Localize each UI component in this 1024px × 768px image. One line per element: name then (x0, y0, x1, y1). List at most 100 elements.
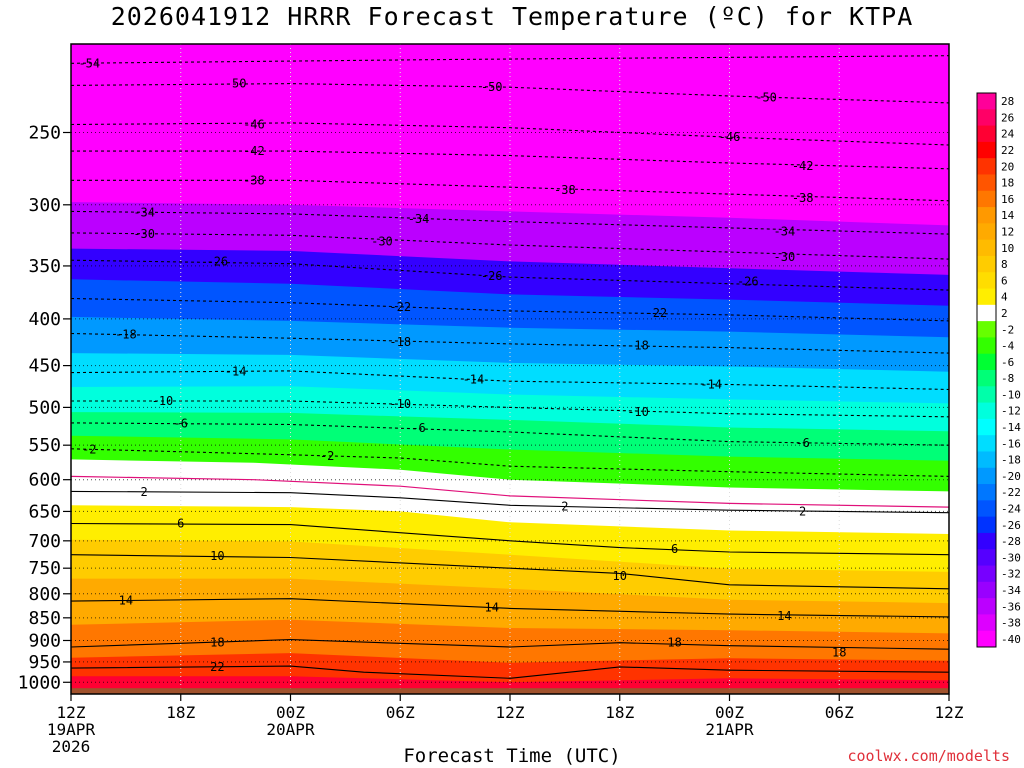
colorbar-cell (977, 141, 996, 159)
contour-label: -14 (700, 378, 722, 392)
colorbar-cell (977, 581, 996, 599)
contour-label: -14 (463, 372, 485, 386)
colorbar-label: -16 (1001, 437, 1021, 450)
x-tick-label: 18Z (166, 703, 195, 722)
colorbar-cell (977, 93, 996, 110)
contour-line (71, 665, 949, 679)
contour-line (71, 179, 949, 202)
colorbar-label: 16 (1001, 193, 1014, 206)
contour-line (71, 297, 949, 322)
colorbar-label: 4 (1001, 291, 1008, 304)
colorbar-cell (977, 239, 996, 257)
contour-label: -46 (243, 117, 265, 131)
colorbar-label: 20 (1001, 160, 1014, 173)
colorbar-label: 18 (1001, 177, 1014, 190)
contour-line (71, 83, 949, 104)
colorbar-cell (977, 174, 996, 192)
contour-label: 18 (832, 646, 846, 660)
colorbar-label: 24 (1001, 128, 1015, 141)
colorbar-frame (976, 92, 997, 648)
colorbar: 28 26 24 22 20 18 16 14 12 10 8 6 4 2 -2 -4 -6 -8 -10 -12 -1… (976, 92, 1021, 648)
y-tick-label: 350 (28, 256, 61, 277)
y-tick-label: 400 (28, 309, 61, 330)
contour-label: -18 (627, 339, 649, 353)
colorbar-cell (977, 370, 996, 387)
x-axis-label: Forecast Time (UTC) (403, 745, 621, 767)
contour-label: 2 (141, 485, 148, 499)
y-axis: 2503003504004505005506006507007508008509… (18, 122, 71, 693)
colorbar-label: 10 (1001, 242, 1014, 255)
colorbar-cell (977, 255, 996, 273)
colorbar-label: -38 (1001, 617, 1021, 630)
x-tick-line: 06Z (386, 703, 415, 722)
colorbar-label: -34 (1001, 584, 1021, 597)
colorbar-label: 8 (1001, 258, 1008, 271)
contour-label: -10 (152, 394, 174, 408)
contour-label: -30 (774, 250, 796, 264)
y-tick-label: 950 (28, 652, 61, 673)
colorbar-label: -8 (1001, 372, 1014, 385)
colorbar-cell (977, 223, 996, 241)
contour-label: 14 (777, 609, 791, 623)
contour-label: -18 (115, 327, 137, 341)
colorbar-cell (977, 125, 996, 143)
y-tick-label: 600 (28, 470, 61, 491)
colorbar-label: 22 (1001, 144, 1014, 157)
colorbar-label: 28 (1001, 95, 1014, 108)
colorbar-cell (977, 109, 996, 127)
contour-label: 6 (177, 516, 184, 530)
contour-line (71, 639, 949, 650)
contour-label: -14 (225, 365, 247, 379)
x-tick-line: 18Z (166, 703, 195, 722)
y-tick-label: 800 (28, 584, 61, 605)
colorbar-cell (977, 549, 996, 567)
y-tick-label: 700 (28, 531, 61, 552)
colorbar-label: 14 (1001, 209, 1015, 222)
contour-label: -50 (481, 80, 503, 94)
colorbar-cell (977, 272, 996, 290)
x-tick-line: 12Z (935, 703, 964, 722)
colorbar-cell (977, 321, 996, 338)
contour-label: 6 (671, 542, 678, 556)
contour-label: 14 (119, 594, 133, 608)
contour-line (71, 400, 949, 418)
contour-label: -26 (737, 274, 759, 288)
contour-label: -2 (320, 449, 334, 463)
x-tick-line: 20APR (266, 720, 315, 739)
x-tick-label: 12Z (935, 703, 964, 722)
contour-label: -54 (78, 56, 100, 70)
colorbar-cell (977, 190, 996, 208)
colorbar-label: -4 (1001, 340, 1015, 353)
colorbar-cell (977, 158, 996, 175)
colorbar-label: -40 (1001, 633, 1021, 646)
x-tick-line: 21APR (705, 720, 754, 739)
contour-label: -22 (389, 300, 411, 314)
x-tick-line: 00Z (715, 703, 744, 722)
contour-line (71, 422, 949, 446)
colorbar-label: -12 (1001, 405, 1021, 418)
contour-line (71, 259, 949, 291)
colorbar-label: -26 (1001, 519, 1021, 532)
colorbar-cell (977, 532, 996, 550)
x-tick-label: 00Z 21APR (705, 703, 754, 739)
contour-label: -30 (133, 227, 155, 241)
contour-label: -38 (792, 191, 814, 205)
contour-label: 10 (210, 549, 224, 563)
contour-line (71, 522, 949, 556)
credit-link[interactable]: coolwx.com/modelts (847, 747, 1010, 765)
contour-label: -22 (645, 306, 667, 320)
contour-line (71, 122, 949, 146)
colorbar-cell (977, 288, 996, 306)
colorbar-label: 6 (1001, 274, 1008, 287)
colorbar-cell (977, 500, 996, 518)
contour-label: 22 (210, 660, 224, 674)
y-tick-label: 750 (28, 558, 61, 579)
x-tick-label: 06Z (825, 703, 854, 722)
contour-line (71, 554, 949, 590)
colorbar-label: -2 (1001, 323, 1014, 336)
gridlines (71, 44, 949, 694)
contour-label: -38 (554, 183, 576, 197)
colorbar-label: -18 (1001, 454, 1021, 467)
x-tick-label: 06Z (386, 703, 415, 722)
